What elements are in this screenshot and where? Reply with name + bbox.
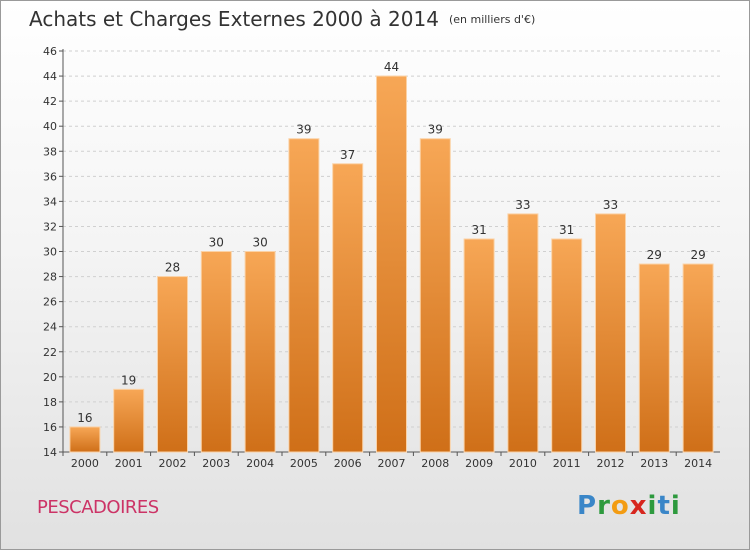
x-tick-label: 2013 bbox=[640, 457, 668, 470]
value-label: 44 bbox=[384, 60, 399, 74]
y-tick-label: 38 bbox=[43, 145, 57, 158]
logo-letter: i bbox=[670, 491, 681, 521]
bar-2014 bbox=[682, 263, 714, 453]
x-tick-label: 2000 bbox=[71, 457, 99, 470]
bar-2007 bbox=[376, 75, 407, 453]
value-label: 19 bbox=[121, 373, 136, 387]
value-label: 29 bbox=[690, 248, 705, 262]
bar-2008 bbox=[419, 138, 451, 453]
y-tick-label: 30 bbox=[43, 246, 57, 259]
value-label: 33 bbox=[603, 198, 618, 212]
logo-letter: x bbox=[629, 491, 648, 521]
y-tick-label: 40 bbox=[43, 120, 57, 133]
x-tick-label: 2001 bbox=[115, 457, 143, 470]
y-tick-label: 18 bbox=[43, 396, 57, 409]
bar-2003 bbox=[200, 251, 232, 453]
x-tick-label: 2004 bbox=[246, 457, 274, 470]
bar-2013 bbox=[638, 263, 670, 453]
logo-letter: P bbox=[577, 491, 598, 521]
value-label: 33 bbox=[515, 198, 530, 212]
y-tick-label: 26 bbox=[43, 296, 57, 309]
value-label: 39 bbox=[296, 123, 311, 137]
bar-2005 bbox=[288, 138, 320, 453]
y-tick-label: 24 bbox=[43, 321, 57, 334]
chart-unit: (en milliers d'€) bbox=[448, 13, 536, 26]
value-label: 39 bbox=[428, 123, 443, 137]
value-label: 37 bbox=[340, 148, 355, 162]
value-label: 16 bbox=[77, 411, 92, 425]
x-tick-label: 2003 bbox=[202, 457, 230, 470]
y-tick-label: 20 bbox=[43, 371, 57, 384]
value-label: 29 bbox=[647, 248, 662, 262]
y-tick-label: 16 bbox=[43, 421, 57, 434]
value-label: 31 bbox=[471, 223, 486, 237]
logo-letter: i bbox=[647, 491, 658, 521]
chart-title-text: Achats et Charges Externes 2000 à 2014 bbox=[29, 7, 439, 31]
x-tick-label: 2005 bbox=[290, 457, 318, 470]
bar-2000 bbox=[69, 426, 101, 453]
value-label: 30 bbox=[209, 236, 224, 250]
x-tick-label: 2007 bbox=[378, 457, 406, 470]
logo-letter: t bbox=[657, 491, 671, 521]
y-tick-label: 42 bbox=[43, 95, 57, 108]
value-label: 31 bbox=[559, 223, 574, 237]
y-tick-label: 44 bbox=[43, 70, 57, 83]
y-tick-label: 34 bbox=[43, 195, 57, 208]
y-tick-label: 28 bbox=[43, 271, 57, 284]
bar-2001 bbox=[113, 388, 145, 453]
proxiti-logo: Proxiti bbox=[577, 491, 681, 521]
x-tick-label: 2012 bbox=[597, 457, 625, 470]
y-tick-label: 46 bbox=[43, 45, 57, 58]
x-tick-label: 2002 bbox=[159, 457, 187, 470]
x-tick-label: 2010 bbox=[509, 457, 537, 470]
bar-2006 bbox=[332, 163, 364, 453]
bar-2002 bbox=[157, 276, 188, 453]
bar-2009 bbox=[463, 238, 495, 453]
y-tick-label: 32 bbox=[43, 220, 57, 233]
x-tick-label: 2009 bbox=[465, 457, 493, 470]
y-tick-label: 14 bbox=[43, 446, 57, 459]
x-tick-label: 2011 bbox=[553, 457, 581, 470]
logo-letter: o bbox=[610, 491, 630, 521]
x-tick-label: 2006 bbox=[334, 457, 362, 470]
y-tick-label: 22 bbox=[43, 346, 57, 359]
value-label: 28 bbox=[165, 261, 180, 275]
x-tick-label: 2014 bbox=[684, 457, 712, 470]
bar-2011 bbox=[551, 238, 583, 453]
y-tick-label: 36 bbox=[43, 170, 57, 183]
commune-name: PESCADOIRES bbox=[37, 497, 159, 518]
bar-2010 bbox=[507, 213, 539, 453]
bar-2012 bbox=[595, 213, 626, 453]
logo-letter: r bbox=[597, 491, 611, 521]
bars bbox=[69, 75, 714, 453]
value-label: 30 bbox=[252, 236, 267, 250]
labels: 14 16 18 20 22 24 26 28 30 32 34 36 38 40 42 44 46 2000 16… bbox=[43, 45, 712, 470]
chart-title: Achats et Charges Externes 2000 à 2014 (e… bbox=[29, 7, 535, 31]
x-tick-label: 2008 bbox=[421, 457, 449, 470]
bar-2004 bbox=[244, 251, 276, 453]
